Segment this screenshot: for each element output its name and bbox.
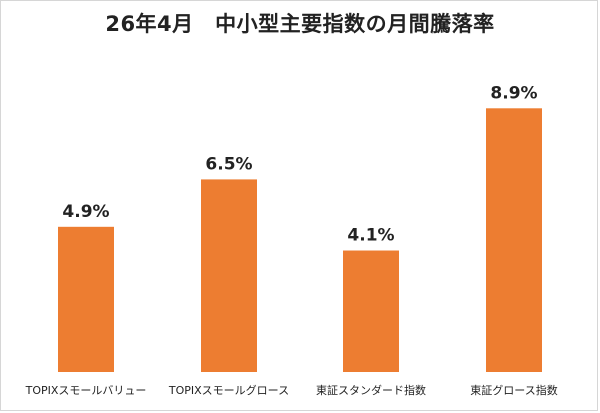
category-label-4: 東証グロース指数 [470, 383, 557, 397]
category-label-2: TOPIXスモールグロース [168, 383, 289, 397]
bar-4 [486, 108, 542, 372]
bar-1 [58, 226, 114, 372]
bars-group [58, 108, 542, 372]
value-label-4: 8.9% [490, 83, 537, 103]
value-label-2: 6.5% [205, 154, 252, 174]
value-label-1: 4.9% [62, 202, 109, 222]
category-labels-group: TOPIXスモールバリュー TOPIXスモールグロース 東証スタンダード指数 東証グロ… [25, 383, 558, 397]
value-label-3: 4.1% [347, 226, 394, 246]
bar-3 [343, 250, 399, 372]
chart-title: 26年4月 中小型主要指数の月間騰落率 [105, 12, 495, 36]
category-label-1: TOPIXスモールバリュー [25, 384, 147, 397]
bar-2 [201, 179, 257, 372]
category-label-3: 東証スタンダード指数 [316, 383, 426, 397]
value-labels-group: 4.9% 6.5% 4.1% 8.9% [62, 83, 537, 245]
